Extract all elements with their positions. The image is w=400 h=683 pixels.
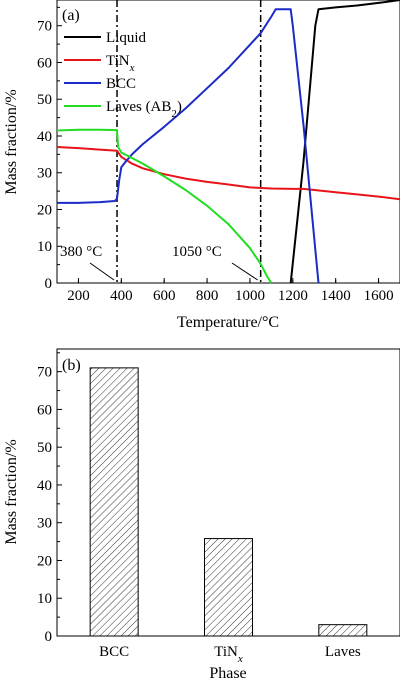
axis-ticks-a: 200 400 600 800 1000 1200 1400 1600 0 10 20 30 40 50 6…	[37, 6, 394, 304]
series-line-bcc	[57, 8, 320, 284]
bar-tin	[204, 538, 253, 637]
annotation-label: 380 °C	[60, 244, 102, 260]
category-label: Laves	[325, 644, 361, 660]
chart-panel-b: 0 10 20 30 40 50 60 70 BCC TiNx Laves (b) Phase M…	[3, 348, 400, 682]
x-tick-label-a: 1000	[235, 288, 265, 304]
y-tick-label-a: 50	[37, 92, 52, 108]
x-tick-label-a: 1400	[321, 288, 351, 304]
y-tick-label-b: 0	[45, 629, 53, 645]
x-tick-label-a: 1200	[278, 288, 308, 304]
x-tick-label-a: 200	[67, 288, 90, 304]
y-tick-label-a: 10	[37, 239, 52, 255]
series-line-laves-ab2-	[56, 128, 273, 284]
series-line-liquid	[289, 0, 400, 284]
y-tick-label-b: 60	[37, 402, 52, 418]
x-axis-label-a: Temperature/°C	[177, 314, 279, 331]
x-tick-label-a: 400	[110, 288, 133, 304]
y-axis-label-b: Mass fraction/%	[3, 439, 20, 544]
y-tick-label-a: 40	[37, 129, 52, 145]
y-tick-label-a: 20	[37, 202, 52, 218]
series-lines	[56, 0, 400, 284]
y-tick-label-b: 40	[37, 478, 52, 494]
y-tick-label-a: 30	[37, 166, 52, 182]
y-tick-label-b: 70	[37, 365, 52, 381]
y-tick-label-b: 10	[37, 591, 52, 607]
y-axis-label-a: Mass fraction/%	[3, 89, 20, 194]
category-label: BCC	[99, 644, 129, 660]
series-line-tinx	[56, 146, 400, 201]
bar-laves	[318, 624, 368, 637]
y-tick-label-b: 20	[37, 553, 52, 569]
category-labels: BCC TiNx Laves	[99, 644, 361, 665]
annotation-arrow	[89, 262, 115, 281]
annotation-arrow	[231, 262, 258, 281]
legend-label: BCC	[106, 76, 136, 92]
legend-label: Liquid	[106, 30, 146, 46]
y-tick-label-b: 50	[37, 440, 52, 456]
bars	[89, 367, 368, 637]
panel-label-b: (b)	[62, 357, 81, 374]
bar-bcc	[89, 367, 139, 637]
panel-label-a: (a)	[62, 7, 80, 24]
category-label: TiNx	[214, 644, 243, 665]
x-tick-label-a: 600	[153, 288, 176, 304]
x-tick-label-a: 1600	[364, 288, 394, 304]
legend: Liquid TiNx BCC Laves (AB2)	[64, 30, 182, 120]
annotations: 380 °C 1050 °C	[60, 244, 258, 281]
x-axis-label-b: Phase	[209, 665, 246, 682]
annotation-label: 1050 °C	[172, 244, 222, 260]
plot-frame-a	[56, 0, 400, 284]
legend-label: Laves (AB2)	[106, 99, 182, 120]
y-tick-label-a: 70	[37, 19, 52, 35]
chart-panel-a: 200 400 600 800 1000 1200 1400 1600 0 10 20 30 40 50 6…	[3, 0, 400, 331]
x-tick-label-a: 800	[196, 288, 219, 304]
y-tick-label-b: 30	[37, 516, 52, 532]
legend-label: TiNx	[106, 53, 135, 74]
axis-ticks-b: 0 10 20 30 40 50 60 70	[37, 352, 344, 645]
y-tick-label-a: 60	[37, 55, 52, 71]
y-tick-label-a: 0	[45, 276, 53, 292]
